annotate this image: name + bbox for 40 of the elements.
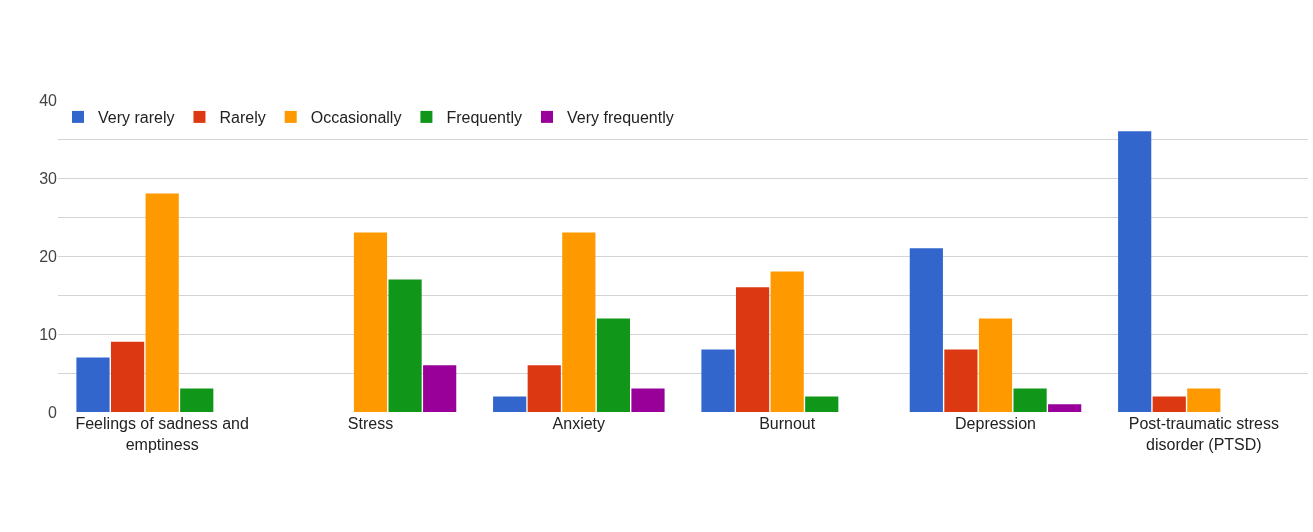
legend-label: Frequently bbox=[446, 109, 522, 127]
bar bbox=[596, 318, 631, 412]
bar bbox=[353, 232, 388, 412]
bar bbox=[76, 357, 110, 412]
x-tick-label: Post-traumatic stress disorder (PTSD) bbox=[1128, 415, 1279, 453]
legend-label: Very rarely bbox=[98, 109, 175, 127]
bar bbox=[701, 349, 735, 412]
bar bbox=[145, 193, 179, 412]
bar bbox=[909, 248, 943, 412]
bar bbox=[631, 388, 665, 412]
bar bbox=[978, 318, 1013, 412]
x-tick-label: Burnout bbox=[759, 415, 816, 432]
y-tick-label: 30 bbox=[39, 169, 58, 187]
x-tick-label: Feelings of sadness and emptiness bbox=[75, 415, 249, 453]
x-tick-label: Anxiety bbox=[552, 415, 606, 432]
x-tick-label: Stress bbox=[347, 415, 394, 432]
bar bbox=[110, 341, 145, 412]
bar bbox=[1118, 131, 1152, 412]
bar bbox=[180, 388, 214, 412]
bar bbox=[735, 287, 770, 412]
legend-label: Very frequently bbox=[567, 109, 674, 127]
bar bbox=[527, 365, 561, 412]
bar bbox=[805, 396, 839, 412]
bar bbox=[388, 279, 422, 412]
legend-label: Rarely bbox=[219, 109, 266, 127]
x-tick-label: Depression bbox=[955, 415, 1036, 432]
bar bbox=[1013, 388, 1047, 412]
bar bbox=[423, 365, 457, 412]
bar bbox=[493, 396, 527, 412]
bar bbox=[1187, 388, 1221, 412]
y-tick-label: 20 bbox=[39, 247, 58, 265]
bar bbox=[1048, 404, 1082, 412]
y-tick-label: 0 bbox=[48, 403, 58, 421]
bar bbox=[1152, 396, 1186, 412]
bar bbox=[562, 232, 596, 412]
bar bbox=[770, 271, 804, 412]
y-tick-label: 10 bbox=[39, 325, 58, 343]
bar bbox=[944, 349, 978, 412]
legend-label: Occasionally bbox=[310, 109, 402, 127]
y-tick-label: 40 bbox=[39, 91, 58, 109]
